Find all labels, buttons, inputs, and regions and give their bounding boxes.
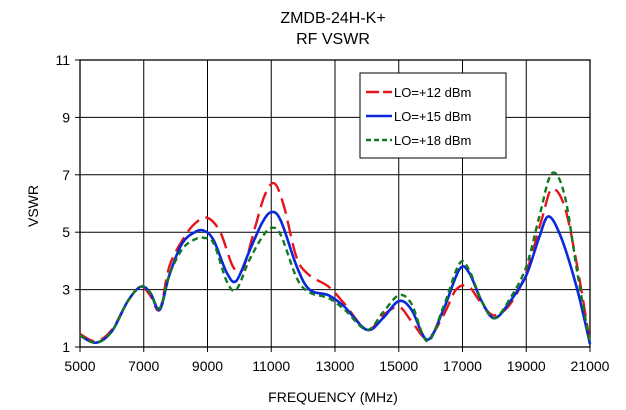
x-axis-label: FREQUENCY (MHz) xyxy=(268,389,398,405)
y-tick-labels: 1 3 5 7 9 11 xyxy=(55,52,70,355)
x-tick-labels: 5000 7000 9000 11000 13000 15000 17000 19000 210… xyxy=(64,358,609,374)
legend-label-3: LO=+18 dBm xyxy=(394,133,471,148)
x-tick-label: 11000 xyxy=(252,358,290,374)
y-tick-label: 5 xyxy=(62,224,70,240)
x-tick-label: 13000 xyxy=(316,358,355,374)
x-tick-label: 5000 xyxy=(64,358,95,374)
y-tick-label: 1 xyxy=(62,339,70,355)
legend-box xyxy=(359,72,507,159)
series-lines xyxy=(79,171,592,345)
x-tick-label: 15000 xyxy=(379,358,418,374)
chart-title-line-2: RF VSWR xyxy=(296,31,370,48)
y-tick-label: 7 xyxy=(62,167,70,183)
series-line-3 xyxy=(79,171,592,345)
chart-title-line-1: ZMDB-24H-K+ xyxy=(280,10,385,27)
plot-frame xyxy=(79,59,591,348)
x-tick-label: 21000 xyxy=(571,358,610,374)
x-tick-label: 17000 xyxy=(443,358,482,374)
x-tick-label: 7000 xyxy=(128,358,159,374)
legend: LO=+12 dBm LO=+15 dBm LO=+18 dBm xyxy=(359,72,507,159)
x-tick-label: 9000 xyxy=(192,358,223,374)
y-tick-label: 11 xyxy=(55,52,70,68)
series-line-2 xyxy=(79,210,592,345)
x-tick-label: 19000 xyxy=(507,358,546,374)
y-tick-label: 3 xyxy=(62,282,70,298)
y-axis-label: VSWR xyxy=(25,185,41,227)
gridlines xyxy=(75,59,591,352)
y-tick-label: 9 xyxy=(62,109,70,125)
legend-label-1: LO=+12 dBm xyxy=(394,85,471,100)
legend-label-2: LO=+15 dBm xyxy=(394,109,471,124)
